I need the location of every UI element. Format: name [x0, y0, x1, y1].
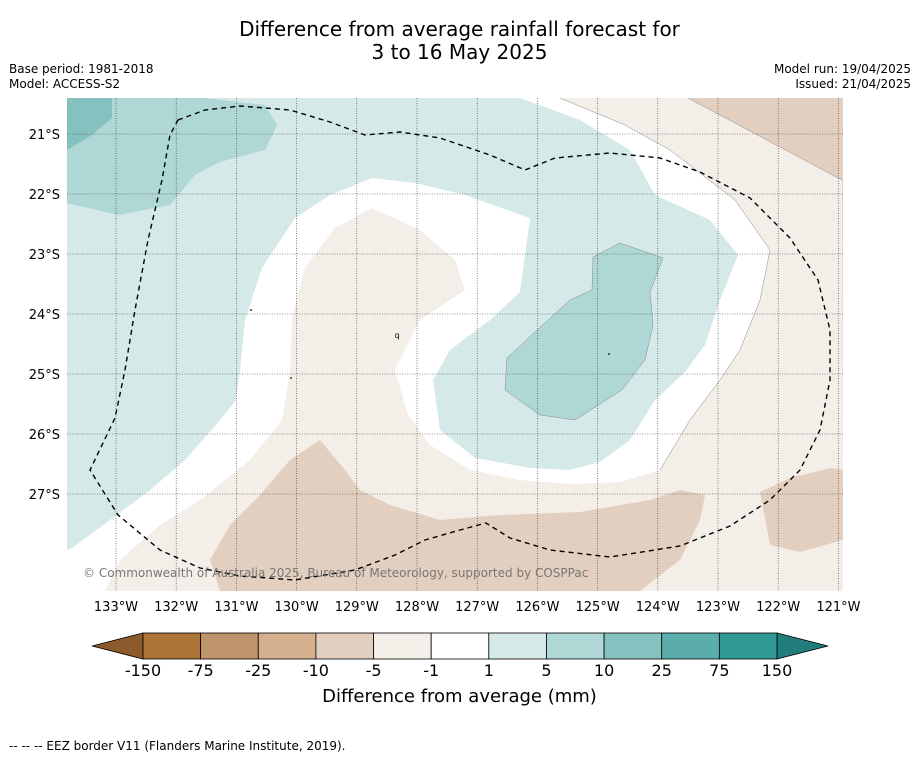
colorbar-swatch [257, 632, 317, 660]
colorbar-swatch [200, 632, 259, 660]
eez-border [89, 105, 831, 581]
eez-footnote: -- -- -- EEZ border V11 (Flanders Marine… [9, 739, 346, 753]
longitude-label: 132°W [154, 600, 198, 615]
longitude-label: 131°W [214, 600, 258, 615]
contour-band-plus10-plus25 [67, 98, 112, 150]
longitude-label: 125°W [576, 600, 620, 615]
longitude-label: 128°W [395, 600, 439, 615]
island-marker [608, 353, 610, 355]
contour-lines [504, 98, 843, 471]
colorbar-swatch [430, 632, 490, 660]
island-marker [290, 377, 292, 379]
longitude-label: 123°W [696, 600, 740, 615]
longitude-label: 122°W [756, 600, 800, 615]
colorbar-swatch [142, 632, 202, 660]
map-title: Difference from average rainfall forecas… [0, 18, 919, 64]
latitude-label: 24°S [29, 308, 60, 323]
longitude-labels: 133°W 132°W 131°W 130°W 129°W 128°W 127°W 126°W… [94, 600, 861, 615]
model-text: Model: ACCESS-S2 [9, 77, 121, 91]
contour-band-plus5-plus10-east [505, 243, 663, 420]
colorbar: -150 -75 -25 -10 -5 -1 1 5 10 25 75 150 [91, 632, 829, 680]
colorbar-tick-label: -75 [188, 661, 214, 680]
contour-band-plus1-plus5 [67, 98, 738, 550]
longitude-label: 124°W [636, 600, 680, 615]
colorbar-tick-label: -10 [303, 661, 329, 680]
colorbar-tick-label: -5 [366, 661, 382, 680]
colorbar-extend-low [91, 632, 144, 660]
colorbar-tick-label: 1 [484, 661, 494, 680]
copyright-text: © Commonwealth of Australia 2025, Bureau… [83, 566, 588, 580]
latitude-label: 23°S [29, 248, 60, 263]
colorbar-tick-label: 10 [594, 661, 614, 680]
graticule [67, 98, 843, 591]
longitude-label: 127°W [455, 600, 499, 615]
longitude-label: 129°W [335, 600, 379, 615]
longitude-label: 126°W [515, 600, 559, 615]
colorbar-tick-label: 150 [762, 661, 793, 680]
colorbar-extend-high [776, 632, 829, 660]
colorbar-tick-label: -25 [245, 661, 271, 680]
colorbar-swatch [315, 632, 374, 660]
map-plot-area: q © Commonwealth of Australia 2025, Bure… [67, 98, 843, 591]
colorbar-swatch [718, 632, 778, 660]
colorbar-tick-label: -1 [423, 661, 439, 680]
latitude-labels: 21°S 22°S 23°S 24°S 25°S 26°S 27°S [29, 128, 60, 503]
colorbar-tick-label: 25 [652, 661, 672, 680]
latitude-label: 25°S [29, 368, 60, 383]
colorbar-label: Difference from average (mm) [322, 686, 597, 707]
longitude-label: 133°W [94, 600, 138, 615]
colorbar-swatch [373, 632, 432, 660]
contour-band-plus5-plus10 [67, 98, 277, 215]
latitude-label: 22°S [29, 188, 60, 203]
colorbar-tick-label: 5 [541, 661, 551, 680]
base-period-text: Base period: 1981-2018 [9, 62, 154, 76]
latitude-label: 26°S [29, 428, 60, 443]
colorbar-swatch [661, 632, 720, 660]
latitude-label: 21°S [29, 128, 60, 143]
colorbar-swatch [546, 632, 605, 660]
issued-text: Issued: 21/04/2025 [795, 77, 911, 91]
base-info: Base period: 1981-2018 Model: ACCESS-S2 [9, 62, 154, 92]
title-line-1: Difference from average rainfall forecas… [239, 17, 680, 41]
model-run-text: Model run: 19/04/2025 [773, 62, 911, 76]
colorbar-swatch [488, 632, 547, 660]
run-info: Model run: 19/04/2025 Issued: 21/04/2025 [774, 62, 911, 92]
colorbar-swatch [603, 632, 663, 660]
longitude-label: 130°W [275, 600, 319, 615]
colorbar-tick-label: 75 [709, 661, 729, 680]
colorbar-tick-label: -150 [125, 661, 161, 680]
title-line-2: 3 to 16 May 2025 [371, 40, 548, 64]
island-label: q [394, 331, 399, 340]
latitude-label: 27°S [29, 488, 60, 503]
longitude-label: 121°W [816, 600, 860, 615]
island-marker [250, 309, 252, 311]
